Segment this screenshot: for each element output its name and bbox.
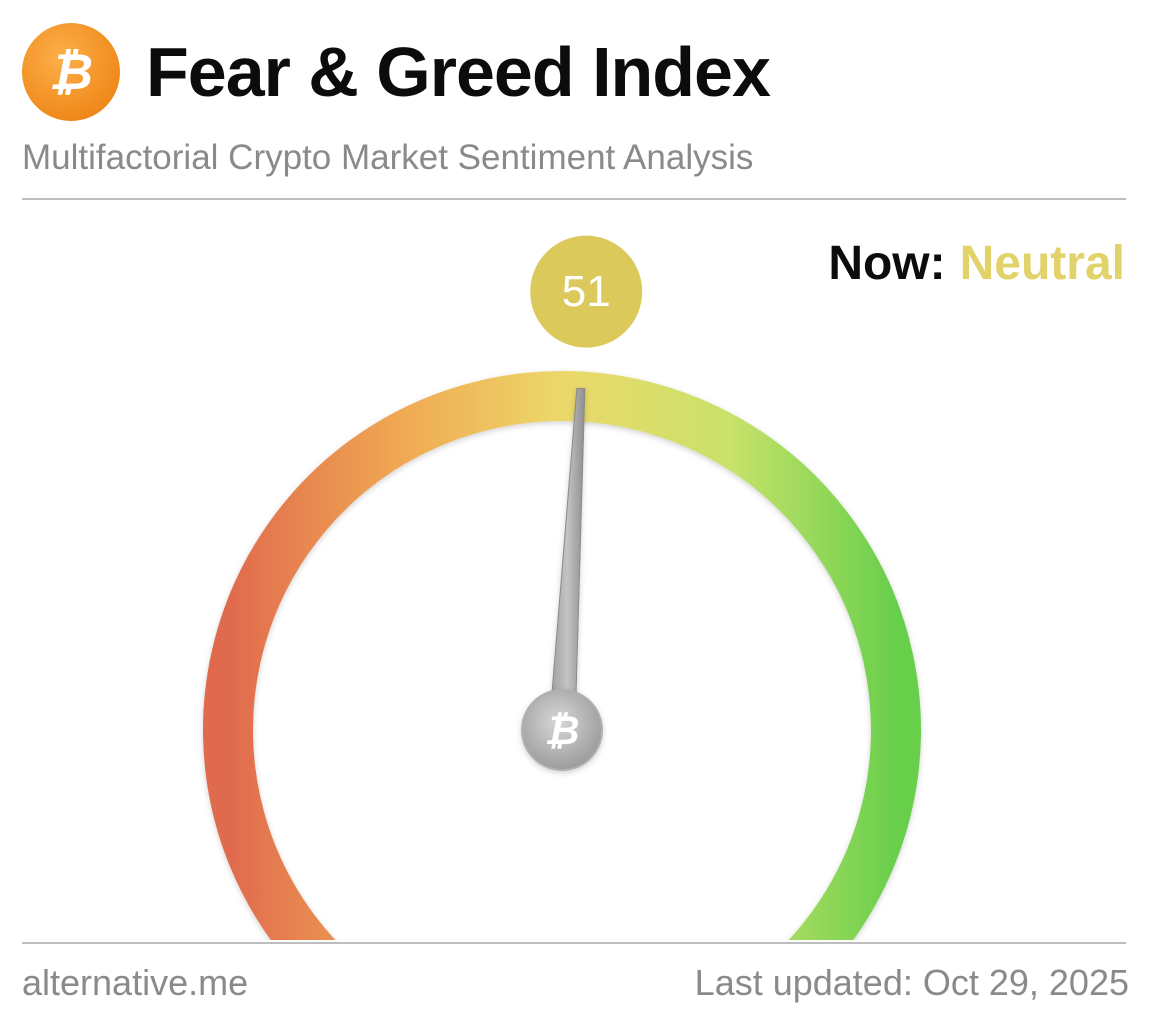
bitcoin-logo-glyph: ₿ <box>49 43 93 101</box>
bitcoin-logo-icon: ₿ <box>22 23 120 121</box>
header-divider <box>22 198 1126 200</box>
gauge-arc <box>203 371 921 940</box>
now-label: Now: <box>828 237 946 290</box>
value-badge: 51 <box>530 235 643 348</box>
page-subtitle: Multifactorial Crypto Market Sentiment A… <box>22 138 754 177</box>
value-badge-text: 51 <box>562 267 611 316</box>
now-status: Now: Neutral <box>828 236 1125 291</box>
header: ₿ Fear & Greed Index <box>22 22 771 122</box>
gauge-needle <box>548 387 586 732</box>
footer-site-link[interactable]: alternative.me <box>22 962 249 1003</box>
fear-greed-gauge: 51 ₿ <box>203 235 921 940</box>
value-badge-circle <box>530 235 643 348</box>
bitcoin-hub-icon <box>521 689 603 771</box>
footer-divider <box>22 942 1126 944</box>
page-title: Fear & Greed Index <box>146 33 771 111</box>
bitcoin-hub-glyph: ₿ <box>544 708 579 754</box>
gauge-arc-band <box>203 371 921 940</box>
gauge-needle-pointer <box>548 387 586 732</box>
gauge-hub: ₿ <box>521 689 603 771</box>
footer-last-updated: Last updated: Oct 29, 2025 <box>694 962 1129 1003</box>
now-value: Neutral <box>959 237 1125 290</box>
